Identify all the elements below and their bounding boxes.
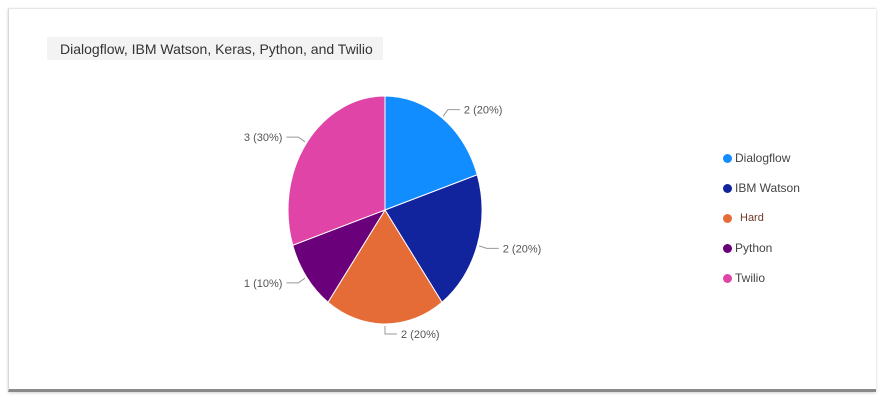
chart-legend: Dialogflow IBM Watson Hard Python Twilio: [723, 143, 800, 293]
data-label-leader-line: [286, 136, 306, 143]
legend-label: IBM Watson: [735, 181, 800, 195]
legend-label: Twilio: [735, 271, 766, 285]
legend-swatch: [723, 213, 732, 223]
pie-slice-dialogflow[interactable]: [384, 95, 478, 211]
data-label-leader-line: [442, 109, 460, 117]
legend-label: Python: [735, 241, 773, 255]
legend-swatch: [723, 183, 732, 193]
data-label-ibm-watson: 2 (20%): [503, 243, 542, 255]
pie-slice-python[interactable]: [292, 209, 387, 303]
data-label-twilio: 3 (30%): [244, 132, 283, 144]
data-label-python: 1 (10%): [244, 278, 283, 290]
data-label-dialogflow: 2 (20%): [464, 105, 503, 117]
legend-swatch: [723, 273, 732, 283]
data-label-leader-line: [286, 277, 306, 284]
chart-title: Dialogflow, IBM Watson, Keras, Python, a…: [47, 37, 383, 60]
legend-item-twilio[interactable]: Twilio: [723, 263, 800, 293]
pie-slice-hard[interactable]: [327, 209, 443, 325]
pie-slice-twilio[interactable]: [287, 95, 386, 246]
legend-item-dialogflow[interactable]: Dialogflow: [723, 143, 800, 173]
legend-item-ibm-watson[interactable]: IBM Watson: [723, 173, 800, 203]
legend-item-python[interactable]: Python: [723, 233, 800, 263]
legend-swatch: [723, 153, 732, 163]
legend-swatch: [723, 243, 732, 253]
data-label-leader-line: [384, 326, 397, 335]
legend-label: Hard: [740, 212, 764, 224]
data-label-hard: 2 (20%): [401, 329, 440, 341]
legend-item-hard[interactable]: Hard: [723, 203, 800, 233]
data-label-leader-line: [479, 245, 499, 249]
pie-slice-ibm-watson[interactable]: [384, 174, 483, 303]
legend-label: Dialogflow: [735, 151, 791, 165]
